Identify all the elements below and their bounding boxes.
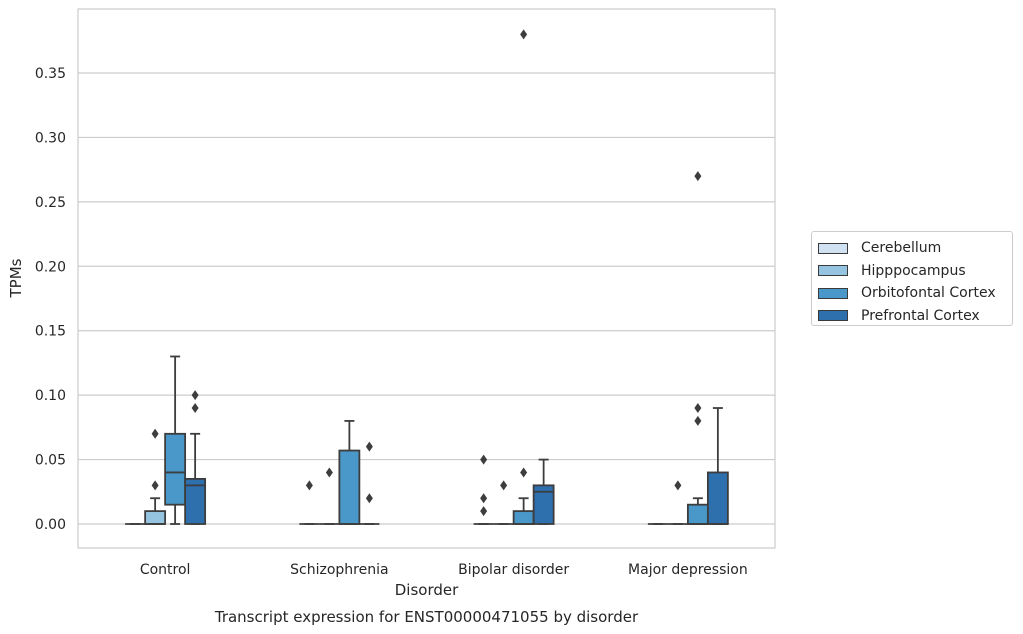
legend-item: Cerebellum xyxy=(818,237,1012,260)
box xyxy=(144,510,167,525)
outlier-point xyxy=(500,480,508,491)
box xyxy=(706,471,729,525)
box-group xyxy=(359,441,380,525)
box xyxy=(512,510,535,525)
box-group xyxy=(338,420,361,525)
y-tick-labels: 0.00 0.05 0.10 0.15 0.20 0.25 0.30 0.35 xyxy=(35,66,66,533)
y-tick-label: 0.00 xyxy=(35,517,66,533)
box-group xyxy=(686,171,709,525)
legend-swatch xyxy=(818,287,848,299)
box-group xyxy=(667,480,688,525)
outlier-point xyxy=(151,428,159,439)
box-group xyxy=(532,458,555,525)
outlier-point xyxy=(480,493,488,504)
legend-swatch xyxy=(818,265,848,277)
box-group xyxy=(512,29,535,525)
outlier-point xyxy=(480,454,488,465)
box-group xyxy=(164,355,187,525)
legend: Cerebellum Hipppocampus Orbitofontal Corte… xyxy=(811,231,1013,326)
y-tick-label: 0.10 xyxy=(35,388,66,404)
x-tick-label: Bipolar disorder xyxy=(458,562,569,578)
box xyxy=(686,503,709,525)
outlier-point xyxy=(365,441,373,452)
box-group xyxy=(299,480,320,525)
outlier-point xyxy=(694,171,702,182)
legend-item: Orbitofontal Cortex xyxy=(818,282,1012,305)
y-tick-label: 0.35 xyxy=(35,66,66,82)
y-tick-label: 0.05 xyxy=(35,453,66,469)
legend-swatch xyxy=(818,242,848,254)
legend-item: Prefrontal Cortex xyxy=(818,305,1012,328)
x-tick-labels: Control Schizophrenia Bipolar disorder Majo… xyxy=(140,562,748,578)
x-tick-label: Schizophrenia xyxy=(290,562,388,578)
box xyxy=(164,432,187,506)
box-plots xyxy=(125,29,729,525)
outlier-point xyxy=(305,480,313,491)
outlier-point xyxy=(325,467,333,478)
chart-caption: Transcript expression for ENST0000047105… xyxy=(214,608,639,626)
outlier-point xyxy=(674,480,682,491)
outlier-point xyxy=(365,493,373,504)
outlier-point xyxy=(191,403,199,414)
box xyxy=(338,449,361,525)
y-tick-label: 0.20 xyxy=(35,259,66,275)
legend-label: Orbitofontal Cortex xyxy=(861,285,996,302)
outlier-point xyxy=(151,480,159,491)
outlier-point xyxy=(520,29,528,40)
y-tick-label: 0.15 xyxy=(35,324,66,340)
legend-label: Prefrontal Cortex xyxy=(861,307,980,324)
box-group xyxy=(706,407,729,525)
x-tick-label: Control xyxy=(140,562,191,578)
legend-swatch xyxy=(818,310,848,322)
plot-area xyxy=(78,9,775,548)
y-tick-label: 0.30 xyxy=(35,130,66,146)
y-axis-label: TPMs xyxy=(7,258,25,298)
legend-label: Hipppocampus xyxy=(861,262,966,279)
box-group xyxy=(144,428,167,525)
box xyxy=(532,484,555,525)
outlier-point xyxy=(191,390,199,401)
plot-frame xyxy=(77,8,776,549)
x-axis-label: Disorder xyxy=(395,581,459,599)
box-group xyxy=(493,480,514,525)
outlier-point xyxy=(480,506,488,517)
legend-label: Cerebellum xyxy=(861,240,942,257)
outlier-point xyxy=(694,415,702,426)
outlier-point xyxy=(694,403,702,414)
outlier-point xyxy=(520,467,528,478)
box-group xyxy=(319,467,340,525)
box xyxy=(184,477,207,525)
box-group xyxy=(184,390,207,525)
legend-item: Hipppocampus xyxy=(818,260,1012,283)
x-tick-label: Major depression xyxy=(628,562,748,578)
box-group xyxy=(473,454,494,525)
y-tick-label: 0.25 xyxy=(35,195,66,211)
